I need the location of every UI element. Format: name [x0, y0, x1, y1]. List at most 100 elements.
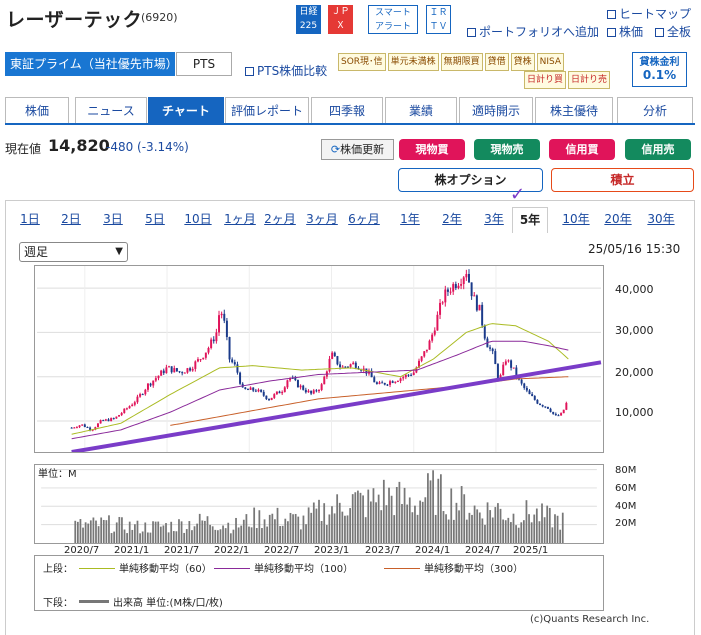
volume-tick-label: 60M [615, 483, 637, 494]
candle-body [189, 368, 192, 371]
portfolio-link[interactable]: ポートフォリオへ追加 [467, 23, 599, 40]
volume-bar [312, 502, 315, 543]
candle-body [204, 352, 207, 358]
candle-body [341, 366, 344, 368]
candle-body [278, 391, 281, 394]
nav-shikiho[interactable]: 四季報 [311, 97, 383, 123]
period-tab[interactable]: 5年 [512, 207, 548, 233]
nikkei225-badge[interactable]: 日経 225 [296, 5, 321, 34]
candle-body [120, 413, 123, 416]
ir-tv-button[interactable]: ＩＲ ＴＶ [426, 5, 451, 34]
volume-bar [533, 514, 536, 543]
nav-chart[interactable]: チャート [148, 97, 224, 123]
heatmap-link[interactable]: ヒートマップ [607, 5, 691, 22]
volume-bar [196, 523, 199, 543]
margin-buy-button[interactable]: 信用買 [549, 139, 615, 160]
candle-body [533, 396, 536, 400]
nav-earnings[interactable]: 業績 [385, 97, 457, 123]
period-tab[interactable]: 30年 [647, 212, 675, 226]
candle-body [244, 387, 247, 390]
nav-news[interactable]: ニュース [75, 97, 147, 123]
period-tab[interactable]: 2日 [61, 212, 81, 226]
tsumitate-button[interactable]: 積立 [551, 168, 694, 192]
volume-bar [224, 528, 227, 543]
volume-bar [255, 528, 258, 543]
ma300-label: 単純移動平均（300） [424, 564, 524, 575]
nav-benefits[interactable]: 株主優待 [535, 97, 613, 123]
jpx400-badge[interactable]: ＪＰＸ 400 [328, 5, 353, 45]
margin-sell-button[interactable]: 信用売 [625, 139, 691, 160]
candle-body [296, 380, 299, 388]
candle-body [523, 383, 526, 388]
trend-line [71, 360, 602, 452]
lending-rate-box[interactable]: 貸株金利 0.1% [632, 52, 687, 87]
period-tab[interactable]: 6ヶ月 [348, 212, 380, 226]
nav-disclosure[interactable]: 適時開示 [459, 97, 533, 123]
cash-buy-button[interactable]: 現物買 [399, 139, 465, 160]
candle-body [102, 420, 105, 422]
smart-alert-button[interactable]: スマート アラート [368, 5, 418, 34]
stock-label: 株価 [619, 25, 644, 39]
portfolio-label: ポートフォリオへ追加 [479, 25, 600, 39]
period-tab[interactable]: 2年 [442, 212, 462, 226]
jpx-label: ＪＰＸ [331, 7, 350, 31]
volume-bar [89, 520, 92, 543]
market-tab[interactable]: 東証プライム（当社優先市場） [5, 52, 178, 76]
candle-body [215, 332, 218, 342]
period-tab[interactable]: 2ヶ月 [264, 212, 296, 226]
period-tab[interactable]: 3年 [484, 212, 504, 226]
nav-stock[interactable]: 株価 [5, 97, 69, 123]
x-tick-label: 2023/7 [365, 545, 401, 556]
jpx-number: 400 [331, 35, 350, 45]
period-tab[interactable]: 1日 [20, 212, 40, 226]
nav-analysis[interactable]: 分析 [617, 97, 693, 123]
candle-body [270, 397, 273, 401]
interval-select[interactable]: 週足 ▼ [19, 242, 128, 262]
nav-report[interactable]: 評価レポート [225, 97, 309, 123]
candle-body [265, 395, 268, 400]
volume-bar [102, 519, 105, 543]
stock-option-button[interactable]: 株オプション [398, 168, 543, 192]
volume-bar [333, 513, 336, 543]
volume-bar [325, 524, 328, 543]
stock-code: (6920) [141, 11, 178, 24]
cash-sell-button[interactable]: 現物売 [474, 139, 540, 160]
volume-bar [211, 526, 214, 543]
period-tab[interactable]: 3ヶ月 [306, 212, 338, 226]
candle-body [70, 427, 73, 429]
period-tab[interactable]: 1年 [400, 212, 420, 226]
candle-body [544, 406, 547, 408]
volume-bar [219, 529, 222, 543]
volume-bar [517, 527, 520, 543]
volume-bar [359, 492, 362, 543]
ma100-label: 単純移動平均（100） [254, 564, 354, 575]
board-link[interactable]: 全板 [655, 23, 691, 40]
period-tab[interactable]: 5日 [145, 212, 165, 226]
candle-body [531, 394, 534, 397]
candle-body [128, 406, 131, 409]
period-tab[interactable]: 3日 [103, 212, 123, 226]
candle-body [510, 360, 513, 368]
volume-swatch [79, 600, 109, 603]
pts-tab[interactable]: PTS [176, 52, 232, 76]
volume-bar [554, 514, 556, 543]
stock-price-link[interactable]: 株価 [607, 23, 643, 40]
pts-compare-link[interactable]: PTS株価比較 [245, 62, 327, 79]
legend-lower-label: 下段： [43, 598, 73, 609]
candle-body [149, 383, 152, 386]
volume-bar [465, 519, 468, 543]
candle-body [89, 427, 92, 431]
volume-bar [232, 529, 235, 543]
volume-bar [344, 515, 346, 543]
volume-bar [504, 520, 507, 543]
period-tab[interactable]: 20年 [604, 212, 632, 226]
period-tab[interactable]: 10年 [562, 212, 590, 226]
volume-bar [520, 522, 523, 543]
trade-tag: 無期限買 [440, 53, 483, 71]
candle-body [131, 404, 134, 407]
refresh-price-button[interactable]: ⟳株価更新 [321, 139, 394, 160]
period-tab[interactable]: 1ヶ月 [224, 212, 256, 226]
candle-body [565, 402, 568, 410]
period-tab[interactable]: 10日 [184, 212, 212, 226]
candle-body [507, 360, 510, 362]
